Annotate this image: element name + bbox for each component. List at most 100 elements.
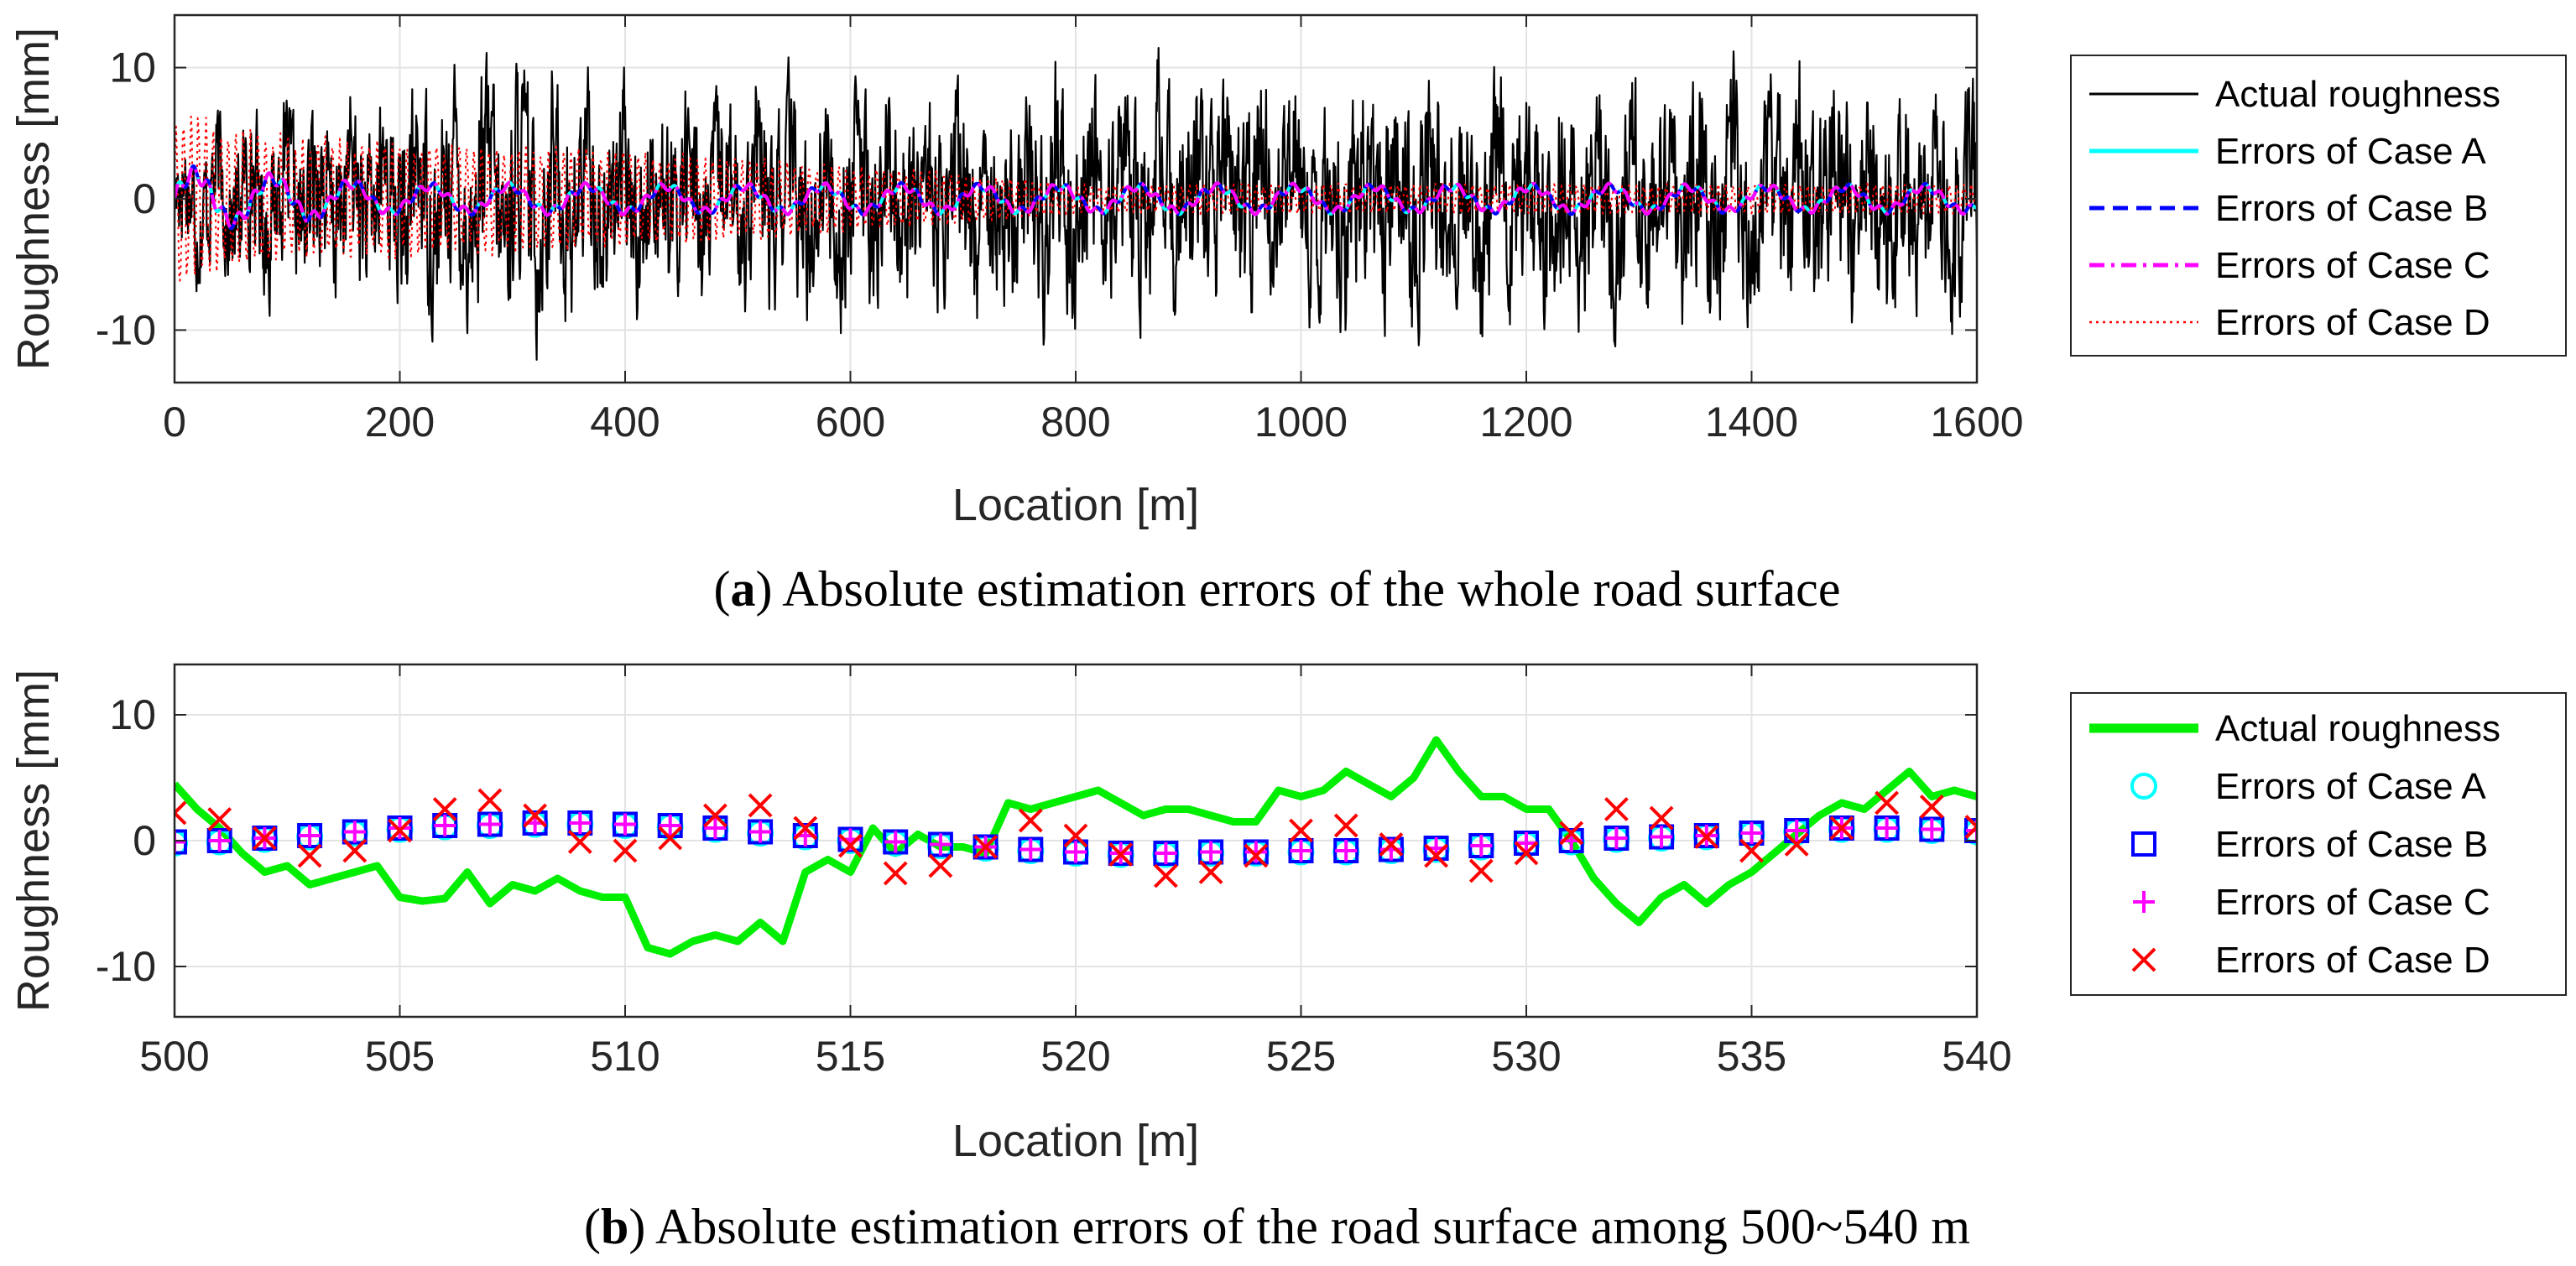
x-tick-label-a: 1000	[1254, 399, 1348, 445]
series-group-a	[175, 46, 1977, 361]
x-tick-label-a: 0	[163, 399, 186, 445]
legend-label-case-b-a: Errors of Case B	[2215, 188, 2488, 229]
marker-case-d-b	[567, 830, 592, 854]
legend-label-case-d-b: Errors of Case D	[2215, 940, 2490, 981]
x-tick-label-b: 500	[139, 1033, 209, 1080]
marker-case-d-b	[793, 815, 818, 841]
marker-case-d-b	[748, 793, 773, 818]
marker-case-d-b	[1289, 818, 1313, 843]
marker-case-c-b	[1200, 841, 1223, 863]
marker-case-c-b	[388, 817, 411, 839]
marker-case-c-b	[208, 830, 231, 852]
series-group-b	[175, 736, 1977, 958]
marker-case-c-b	[299, 825, 321, 847]
legend-entry-case-a-a: Errors of Case A	[2089, 131, 2486, 172]
marker-case-d-b	[1964, 815, 1977, 839]
x-tick-label-b: 540	[1942, 1033, 2011, 1080]
x-tick-label-a: 1600	[1930, 399, 2023, 445]
series-line-case-c-a	[175, 164, 1977, 231]
legend-a: Actual roughness Errors of Case A Errors…	[2070, 55, 2567, 357]
legend-entry-actual-roughness-a: Actual roughness	[2089, 74, 2500, 115]
marker-case-c-b	[884, 831, 907, 853]
x-tick-label-a: 400	[590, 399, 660, 445]
marker-case-d-b	[388, 818, 412, 843]
legend-markers-b	[2130, 773, 2157, 972]
x-tick-label-a: 200	[365, 399, 435, 445]
caption-text-b: Absolute estimation errors of the road s…	[655, 1199, 1970, 1254]
marker-case-c-b	[1019, 838, 1042, 861]
marker-case-d-b	[1919, 795, 1944, 819]
marker-case-d-b	[1603, 797, 1629, 821]
marker-case-d-b	[477, 788, 503, 813]
marker-case-c-b	[1244, 841, 1267, 863]
x-tick-label-b: 535	[1717, 1033, 1786, 1080]
marker-case-c-b	[1650, 826, 1673, 848]
marker-case-c-b	[659, 815, 681, 836]
legend-label-case-c-b: Errors of Case C	[2215, 882, 2490, 923]
legend-label-case-a-a: Errors of Case A	[2215, 131, 2486, 172]
x-axis-label-a: Location [m]	[952, 480, 1199, 530]
marker-case-d-b	[1875, 790, 1900, 815]
marker-case-c-b	[175, 831, 185, 853]
marker-case-c-b	[343, 821, 366, 843]
marker-case-d-b	[175, 800, 187, 826]
chart-panel-b: 500 505 510 515 520 525 530 535 540 -10 0 10 Locati…	[8, 663, 2567, 1254]
marker-case-d-b	[613, 838, 638, 863]
marker-case-c-b	[478, 813, 501, 836]
marker-case-c-b	[704, 817, 727, 839]
x-tick-label-b: 505	[365, 1033, 435, 1080]
x-tick-label-b: 510	[590, 1033, 660, 1080]
marker-case-c-b	[929, 833, 952, 856]
marker-case-c-b	[1515, 832, 1537, 854]
marker-case-c-b	[614, 813, 636, 836]
marker-case-c-b	[1470, 835, 1493, 857]
x-tick-label-a: 800	[1040, 399, 1110, 445]
legend-label-case-a-b: Errors of Case A	[2215, 766, 2486, 807]
legend-label-actual-roughness-a: Actual roughness	[2215, 74, 2500, 115]
legend-entry-case-d-a: Errors of Case D	[2089, 302, 2490, 343]
marker-case-d-b	[1424, 843, 1449, 868]
marker-case-d-b	[207, 807, 232, 831]
marker-case-d-b	[702, 803, 727, 828]
y-axis-label-a: Roughness [mm]	[8, 28, 59, 370]
x-tick-label-b: 520	[1040, 1033, 1110, 1080]
y-tick-label-a: -10	[96, 306, 156, 353]
legend-label-case-b-b: Errors of Case B	[2215, 824, 2488, 865]
marker-case-d-b	[1198, 860, 1223, 884]
marker-case-d-b	[1514, 841, 1539, 866]
legend-swatch-case-d-b	[2131, 947, 2156, 972]
marker-case-c-b	[1921, 818, 1943, 841]
marker-case-d-b	[1559, 821, 1584, 846]
legend-b: Actual roughness Errors of Case A Errors…	[2070, 692, 2567, 996]
marker-case-d-b	[883, 861, 908, 886]
legend-swatch-case-b-b	[2131, 831, 2156, 857]
x-tick-label-a: 1400	[1705, 399, 1798, 445]
series-line-actual-roughness-b	[175, 736, 1977, 958]
legend-entry-case-c-a: Errors of Case C	[2089, 245, 2490, 286]
marker-case-d-b	[342, 838, 368, 863]
marker-case-c-b	[1605, 827, 1628, 849]
y-tick-label-a: 0	[133, 175, 156, 222]
marker-case-d-b	[1153, 863, 1178, 888]
legend-entry-actual-roughness-b: Actual roughness	[2089, 708, 2500, 749]
caption-letter-a: a	[731, 561, 756, 617]
series-line-case-d-a	[175, 115, 1977, 282]
x-tick-label-a: 600	[816, 399, 885, 445]
marker-case-d-b	[1739, 838, 1764, 863]
caption-text-a: Absolute estimation errors of the whole …	[782, 561, 1840, 617]
marker-case-d-b	[1784, 832, 1809, 857]
y-tick-label-b: 0	[133, 817, 156, 864]
marker-case-c-b	[1290, 840, 1312, 862]
legend-label-case-d-a: Errors of Case D	[2215, 302, 2490, 343]
marker-case-c-b	[1065, 841, 1087, 863]
marker-case-c-b	[1875, 817, 1898, 839]
marker-case-d-b	[1379, 832, 1404, 857]
marker-case-d-b	[1063, 823, 1088, 848]
marker-case-d-b	[252, 826, 277, 851]
legend-label-actual-roughness-b: Actual roughness	[2215, 708, 2500, 749]
legend-entry-case-b-a: Errors of Case B	[2089, 188, 2488, 229]
marker-case-c-b	[569, 812, 592, 834]
caption-b: (b) Absolute estimation errors of the ro…	[584, 1199, 1970, 1254]
